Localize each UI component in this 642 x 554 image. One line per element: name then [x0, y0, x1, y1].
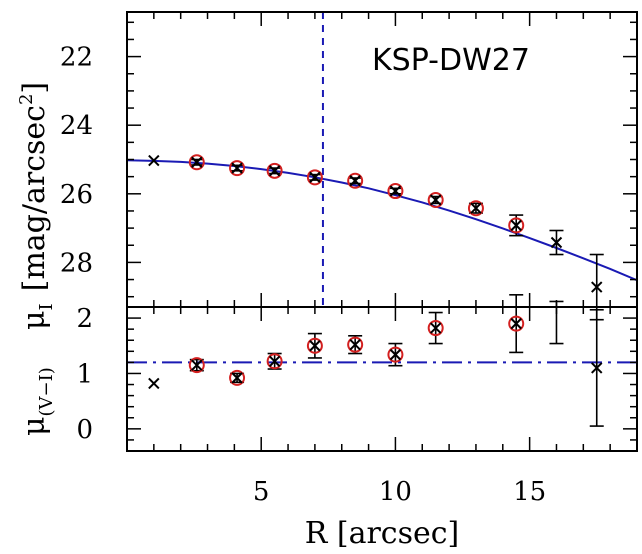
bottom-point-cross: [231, 372, 243, 384]
bottom-point-cross: [191, 359, 203, 371]
top-point-circle: [306, 169, 323, 186]
bottom-point-circle: [508, 315, 525, 332]
bottom-point-cross: [510, 317, 522, 330]
top-point-cross: [148, 154, 160, 167]
top-point-cross: [309, 171, 321, 184]
top-point-circle: [266, 162, 283, 179]
bottom-point-cross: [349, 338, 361, 351]
bottom-point-cross: [309, 340, 321, 352]
top-point-circle: [347, 172, 364, 189]
bottom-point-cross: [389, 348, 402, 361]
top-point-cross: [349, 175, 361, 187]
top-point-cross: [191, 156, 203, 168]
x-tick-label: 10: [379, 477, 412, 507]
bottom-point-cross: [591, 362, 603, 374]
bottom-point-circle: [188, 357, 205, 374]
top-plot-area: [126, 12, 638, 321]
x-tick-label: 15: [513, 477, 546, 507]
top-point-circle: [427, 191, 444, 208]
top-y-axis-title: μI [mag/arcsec2]: [16, 82, 57, 330]
top-point-cross: [510, 219, 522, 232]
bottom-ytick-label: 2: [76, 304, 93, 334]
bottom-point-circle: [387, 346, 404, 363]
bottom-panel-frame: [126, 306, 638, 452]
top-ylabel-subscript: I: [36, 303, 57, 310]
bottom-ylabel-symbol: μ: [17, 417, 52, 437]
panel-annotation: KSP-DW27: [372, 43, 530, 78]
bottom-ylabel-subscript: (V−I): [36, 367, 57, 416]
top-ylabel-sup: 2: [16, 94, 37, 105]
bottom-ytick-label: 1: [76, 359, 93, 389]
top-point-cross: [429, 194, 442, 206]
top-point-circle: [387, 183, 404, 200]
top-y-ticks: 22 24 26 28: [60, 12, 638, 307]
x-tick-label: 5: [253, 477, 270, 507]
top-point-circle: [467, 200, 484, 217]
top-point-cross: [268, 165, 281, 177]
bottom-axis-ticks: 0 1 2 5 10 15: [76, 304, 638, 507]
top-panel: 22 24 26 28 KSP-DW27 μI [mag/arcsec2]: [16, 11, 638, 330]
bottom-point-cross: [429, 322, 442, 334]
bottom-point-circle: [266, 353, 283, 370]
fit-curve: [126, 159, 638, 282]
bottom-point-circle: [229, 369, 246, 386]
top-point-circle: [229, 160, 246, 177]
top-ylabel-symbol: μ: [17, 311, 52, 331]
top-point-cross: [591, 281, 603, 293]
top-ylabel-units: [mag/arcsec: [17, 105, 52, 291]
top-point-cross: [470, 202, 482, 214]
bottom-point-cross: [148, 377, 160, 390]
top-point-cross: [231, 162, 243, 174]
top-ylabel-close: ]: [17, 82, 52, 94]
bottom-y-axis-title: μ(V−I): [17, 367, 57, 436]
top-point-cross: [389, 185, 402, 197]
top-point-circle: [508, 217, 525, 234]
x-axis-title: R [arcsec]: [305, 516, 460, 551]
top-point-circle: [188, 154, 205, 171]
bottom-ytick-label: 0: [76, 415, 93, 445]
top-point-cross: [550, 236, 563, 249]
bottom-plot-area: [127, 294, 637, 427]
bottom-point-circle: [347, 336, 364, 353]
bottom-point-cross: [268, 355, 281, 367]
top-ytick-label: 22: [60, 43, 93, 73]
bottom-point-circle: [306, 337, 323, 354]
top-ytick-label: 24: [60, 111, 93, 141]
top-ytick-label: 26: [60, 180, 93, 210]
top-ytick-label: 28: [60, 248, 93, 278]
bottom-point-circle: [427, 320, 444, 337]
